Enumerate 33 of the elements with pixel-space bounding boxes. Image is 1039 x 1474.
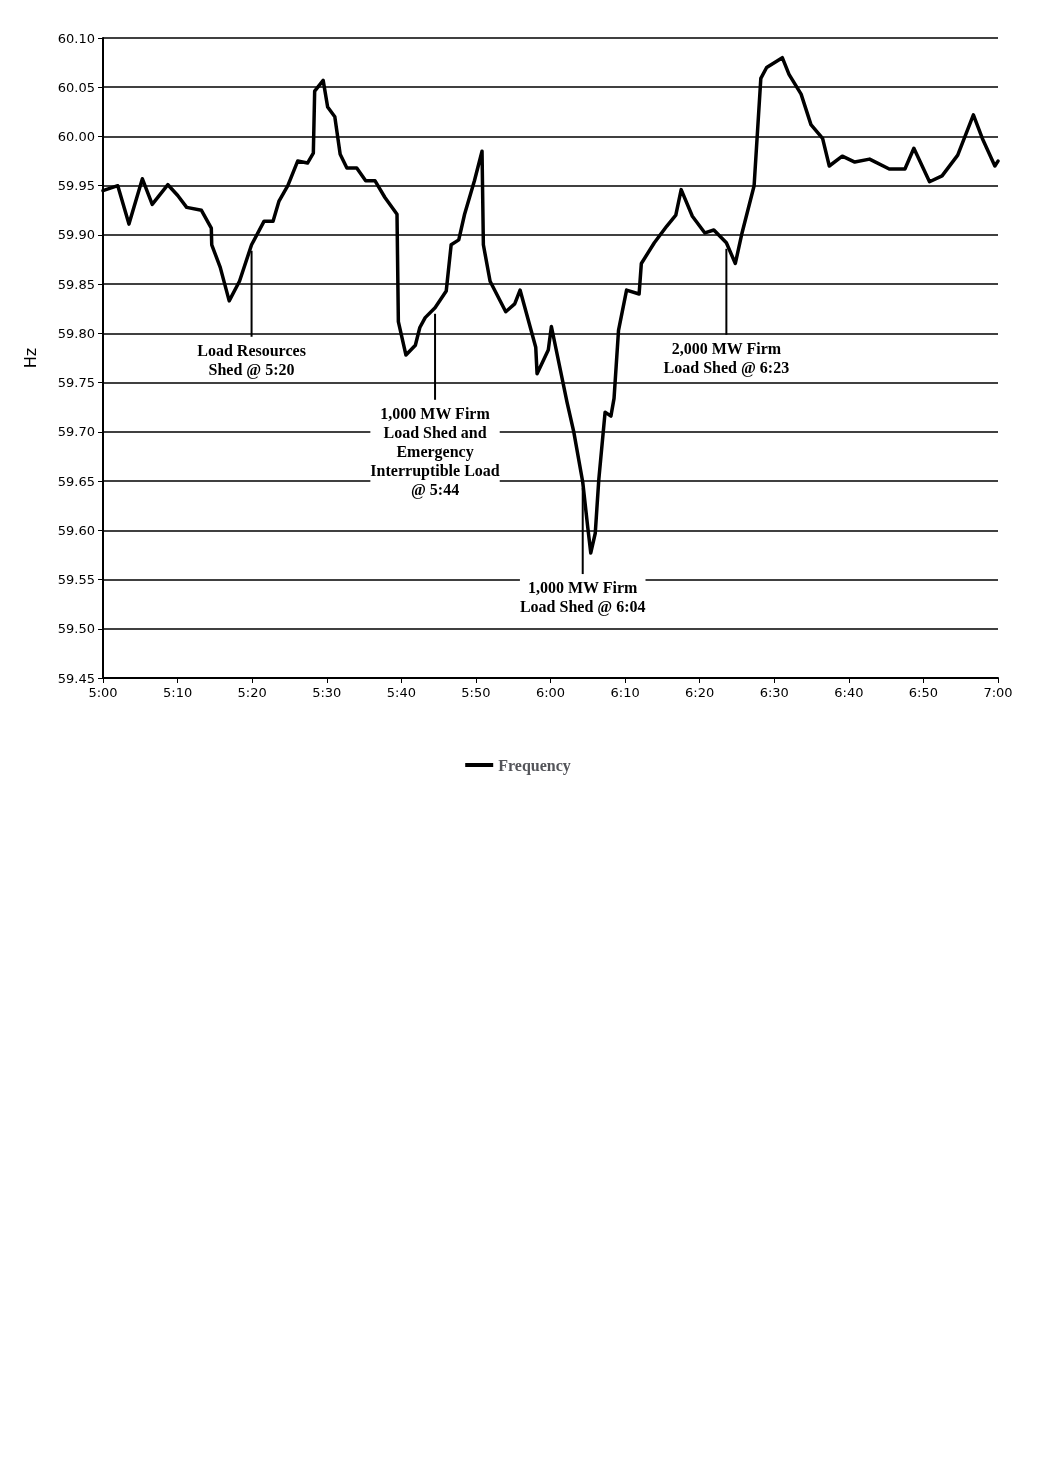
y-tick-label: 60.00 [57,128,95,144]
x-tick-label: 6:30 [759,685,789,700]
x-tick-label: 6:40 [834,685,864,700]
annotation: 1,000 MW Firm Load Shed and Emergency Interruptible Load @ 5:44 [370,404,500,499]
annotation: Load Resources Shed @ 5:20 [197,341,306,379]
y-tick-label: 59.75 [57,375,95,391]
y-tick-label: 59.55 [57,572,95,588]
x-tick-label: 6:20 [685,685,715,700]
y-tick-label: 59.65 [57,473,95,489]
y-tick-label: 59.50 [57,621,95,637]
y-tick-label: 60.10 [57,30,95,46]
x-tick-label: 5:50 [461,685,491,700]
x-tick-label: 5:40 [386,685,416,700]
x-tick-label: 5:10 [163,685,193,700]
y-tick-label: 59.80 [57,325,95,341]
y-tick-label: 59.90 [57,227,95,243]
x-tick-label: 6:50 [908,685,938,700]
y-tick-label: 59.95 [57,178,95,194]
x-tick-label: 5:30 [312,685,342,700]
x-tick-label: 5:20 [237,685,267,700]
x-tick-label: 5:00 [88,685,118,700]
annotation: 2,000 MW Firm Load Shed @ 6:23 [663,339,790,377]
x-tick-label: 6:00 [535,685,566,700]
y-tick-label: 59.60 [57,522,95,538]
y-tick-label: 60.05 [57,79,95,95]
x-tick-label: 7:00 [983,685,1013,700]
legend-label: Frequency [498,756,571,775]
y-axis-title: Hz [20,347,40,369]
annotation: 1,000 MW Firm Load Shed @ 6:04 [519,579,646,617]
y-tick-label: 59.70 [57,424,95,440]
x-tick-label: 6:10 [610,685,640,700]
y-tick-label: 59.85 [57,276,95,292]
y-tick-label: 59.45 [57,670,95,686]
